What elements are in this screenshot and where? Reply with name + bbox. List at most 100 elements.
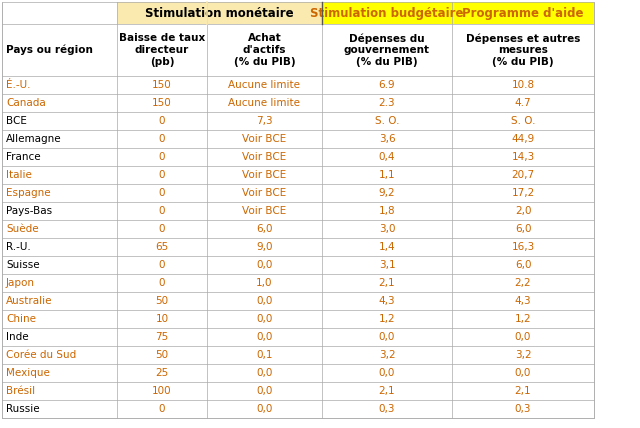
Text: Allemagne: Allemagne [6, 134, 61, 144]
Text: Suisse: Suisse [6, 260, 40, 270]
Bar [322, 76, 452, 94]
Text: 6.9: 6.9 [379, 80, 396, 90]
Bar [322, 364, 452, 382]
Bar [117, 148, 207, 166]
Bar [2, 112, 117, 130]
Text: Inde: Inde [6, 332, 29, 342]
Bar [117, 364, 207, 382]
Bar [207, 382, 322, 400]
Text: 0,0: 0,0 [256, 386, 273, 396]
Bar [452, 310, 594, 328]
Bar [452, 2, 594, 24]
Text: Chine: Chine [6, 314, 36, 324]
Text: 2,1: 2,1 [515, 386, 531, 396]
Text: 0,0: 0,0 [256, 314, 273, 324]
Bar [2, 220, 117, 238]
Text: Pays ou région: Pays ou région [6, 45, 93, 55]
Bar [117, 76, 207, 94]
Bar [2, 292, 117, 310]
Bar [117, 220, 207, 238]
Text: 50: 50 [156, 350, 168, 360]
Text: Voir BCE: Voir BCE [243, 206, 287, 216]
Bar [452, 328, 594, 346]
Text: 0: 0 [159, 278, 165, 288]
Bar [117, 24, 207, 76]
Text: S. O.: S. O. [375, 116, 399, 126]
Text: Australie: Australie [6, 296, 52, 306]
Bar [322, 112, 452, 130]
Bar [452, 112, 594, 130]
Text: 0,3: 0,3 [515, 404, 531, 414]
Bar [207, 76, 322, 94]
Bar [207, 166, 322, 184]
Text: S. O.: S. O. [511, 116, 535, 126]
Text: 75: 75 [156, 332, 168, 342]
Bar [452, 346, 594, 364]
Text: 0: 0 [159, 206, 165, 216]
Bar [207, 238, 322, 256]
Text: 4,3: 4,3 [379, 296, 396, 306]
Bar [2, 364, 117, 382]
Bar [2, 256, 117, 274]
Bar [207, 148, 322, 166]
Bar [452, 148, 594, 166]
Text: 65: 65 [156, 242, 168, 252]
Bar [322, 382, 452, 400]
Bar [452, 94, 594, 112]
Bar [452, 130, 594, 148]
Bar [2, 2, 117, 24]
Text: Japon: Japon [6, 278, 35, 288]
Bar [452, 220, 594, 238]
Text: Canada: Canada [6, 98, 45, 108]
Bar [207, 130, 322, 148]
Bar [322, 202, 452, 220]
Bar [322, 274, 452, 292]
Text: É.-U.: É.-U. [6, 80, 31, 90]
Bar [322, 310, 452, 328]
Text: 2.3: 2.3 [379, 98, 396, 108]
Bar [117, 112, 207, 130]
Text: 2,2: 2,2 [515, 278, 531, 288]
Bar [2, 94, 117, 112]
Text: Pays-Bas: Pays-Bas [6, 206, 52, 216]
Text: 0,0: 0,0 [379, 368, 395, 378]
Bar [452, 202, 594, 220]
Bar [2, 400, 117, 418]
Text: 6,0: 6,0 [515, 224, 531, 234]
Text: 0: 0 [159, 188, 165, 198]
Bar [117, 184, 207, 202]
Text: 25: 25 [156, 368, 168, 378]
Text: 2,1: 2,1 [379, 386, 396, 396]
Bar [117, 2, 322, 24]
Text: 0: 0 [159, 170, 165, 180]
Bar [207, 112, 322, 130]
Bar [2, 202, 117, 220]
Bar [322, 238, 452, 256]
Text: BCE: BCE [6, 116, 27, 126]
Bar [117, 256, 207, 274]
Bar [322, 400, 452, 418]
Text: Voir BCE: Voir BCE [243, 152, 287, 162]
Text: 100: 100 [152, 386, 172, 396]
Bar [207, 202, 322, 220]
Bar [117, 310, 207, 328]
Bar [117, 346, 207, 364]
Text: 6,0: 6,0 [515, 260, 531, 270]
Bar [322, 148, 452, 166]
Text: Stimulation budgétaire: Stimulation budgétaire [310, 6, 464, 20]
Bar [117, 166, 207, 184]
Text: 1,2: 1,2 [379, 314, 396, 324]
Bar [2, 274, 117, 292]
Text: 0: 0 [159, 116, 165, 126]
Text: 9,0: 9,0 [256, 242, 273, 252]
Bar [117, 400, 207, 418]
Text: 50: 50 [156, 296, 168, 306]
Bar [207, 24, 322, 76]
Bar [2, 24, 117, 76]
Text: Aucune limite: Aucune limite [228, 80, 301, 90]
Bar [117, 382, 207, 400]
Text: 0,0: 0,0 [515, 368, 531, 378]
Bar [207, 346, 322, 364]
Text: Aucune limite: Aucune limite [228, 98, 301, 108]
Text: 3,2: 3,2 [515, 350, 531, 360]
